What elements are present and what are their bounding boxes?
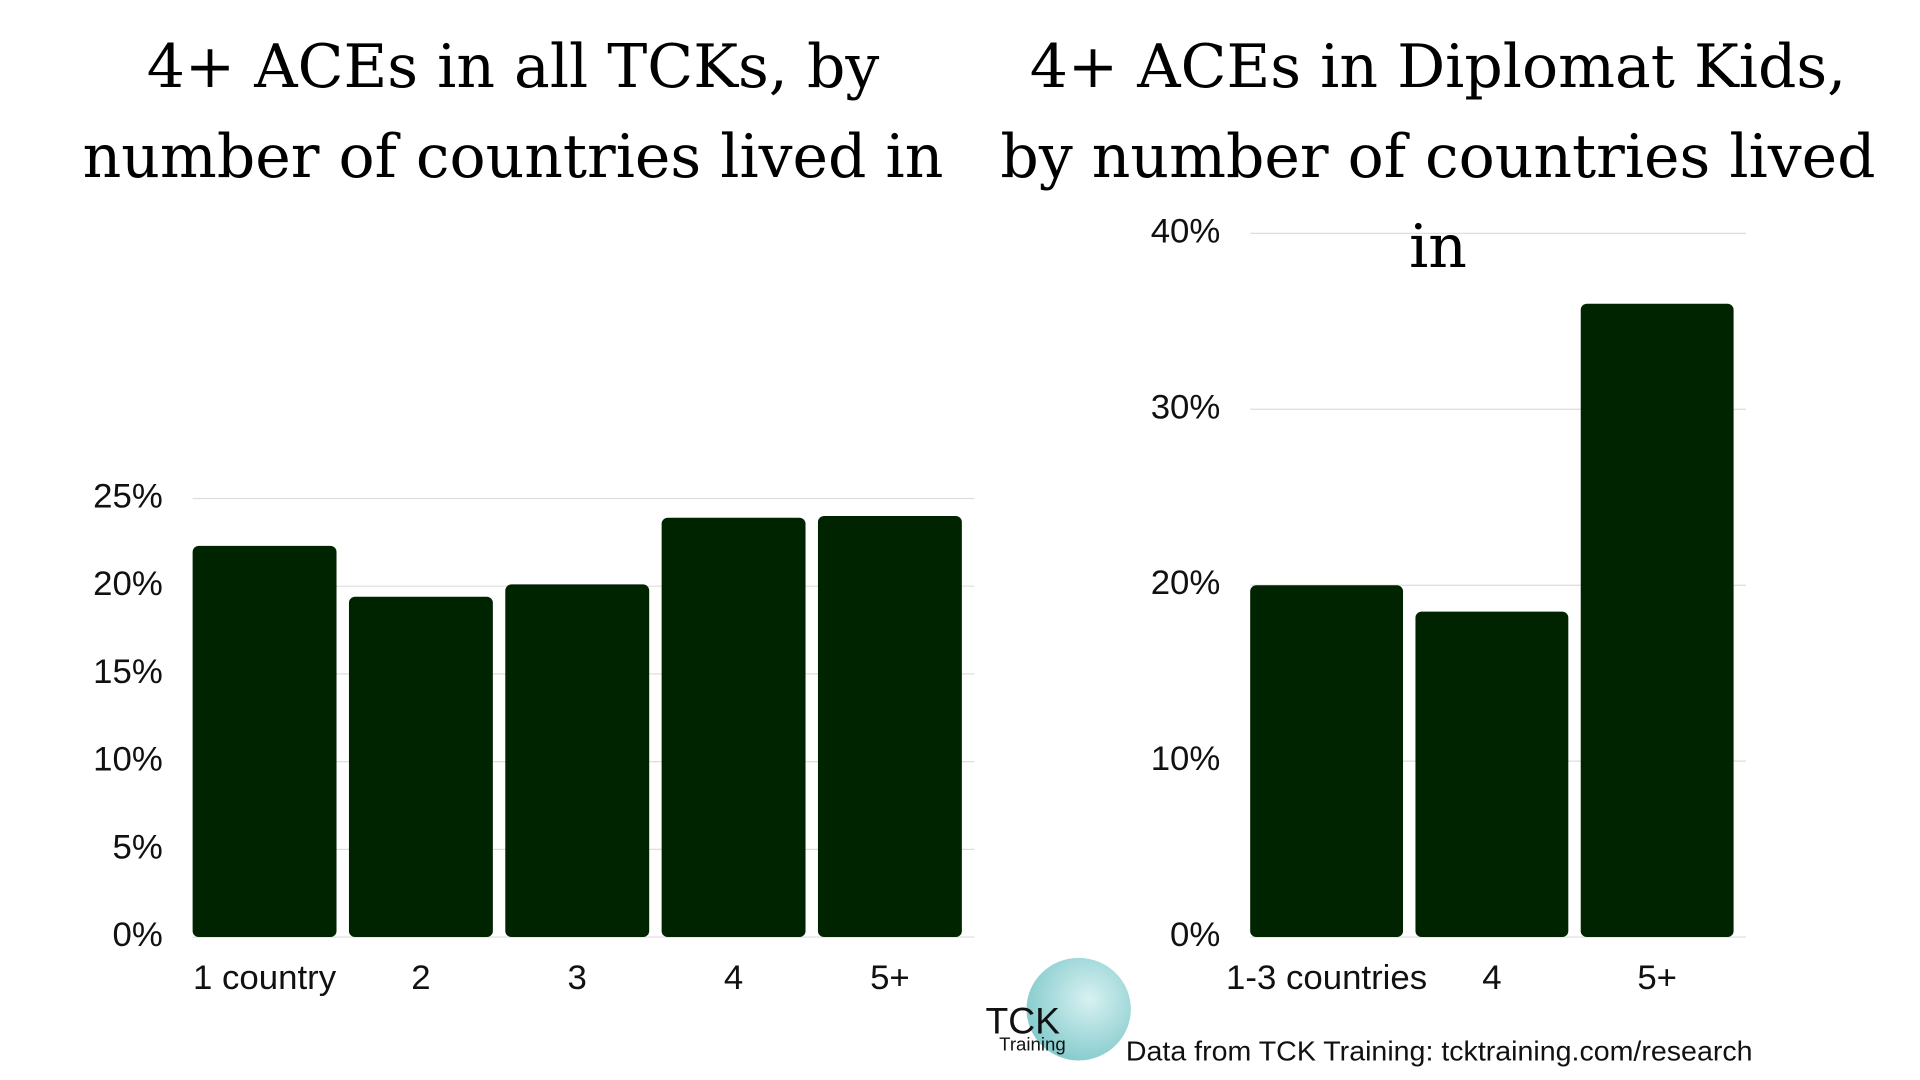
x-tick-label: 1 country [193, 959, 337, 997]
chart-title: 4+ ACEs in Diplomat Kids, by number of c… [1000, 32, 1876, 282]
x-tick-label: 4 [1482, 959, 1501, 997]
y-tick-label: 20% [1151, 564, 1221, 602]
x-tick-label: 1-3 countries [1226, 959, 1427, 997]
x-tick-label: 4 [724, 959, 743, 997]
bar [1415, 611, 1569, 938]
source-note: Data from TCK Training: tcktraining.com/… [1126, 1036, 1753, 1068]
bar [817, 516, 962, 938]
logo-word: Training [999, 1034, 1066, 1055]
y-tick-label: 0% [1170, 916, 1220, 954]
x-tick-label: 5+ [870, 959, 910, 997]
y-tick-label: 10% [93, 741, 163, 779]
y-tick-label: 10% [1151, 740, 1221, 778]
logo-circle [1026, 957, 1131, 1061]
y-tick-label: 40% [1151, 213, 1221, 251]
y-tick-label: 0% [112, 916, 162, 954]
x-tick-label: 2 [411, 959, 430, 997]
y-tick-label: 5% [112, 829, 162, 867]
y-tick-label: 15% [93, 653, 163, 691]
bar [348, 596, 493, 938]
bar [505, 584, 650, 938]
y-tick-label: 20% [93, 565, 163, 603]
bar [661, 517, 806, 938]
bar [1580, 303, 1734, 938]
y-tick-label: 25% [93, 478, 163, 516]
chart-title: 4+ ACEs in all TCKs, by number of countr… [82, 32, 944, 192]
bar [1250, 585, 1404, 938]
bar [192, 545, 337, 938]
x-tick-label: 5+ [1637, 959, 1677, 997]
y-tick-label: 30% [1151, 389, 1221, 427]
x-tick-label: 3 [568, 959, 587, 997]
logo-mark: TCK [985, 1001, 1060, 1042]
